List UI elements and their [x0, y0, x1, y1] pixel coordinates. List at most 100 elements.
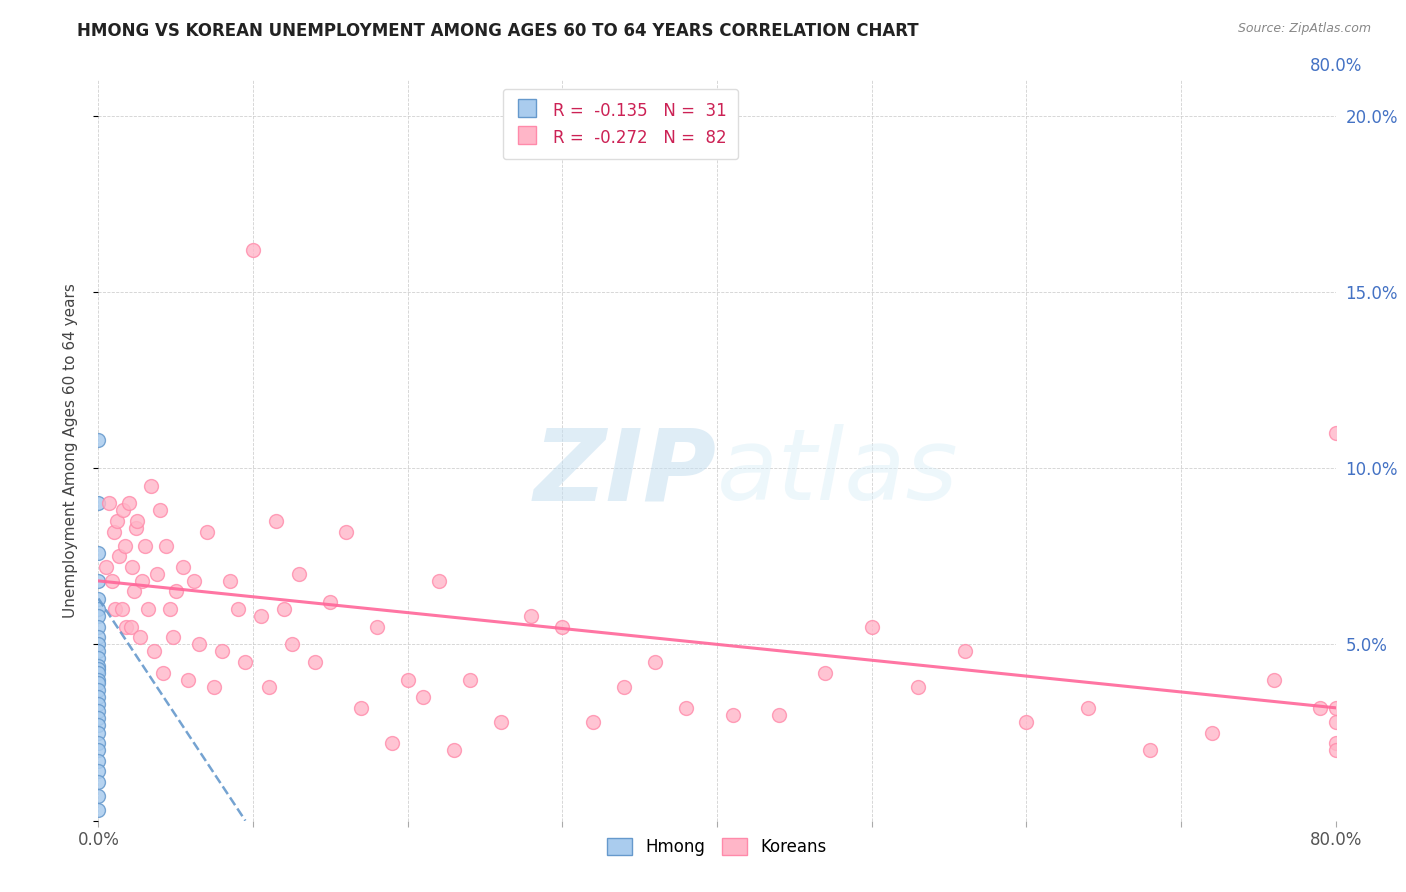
Point — [443, 743, 465, 757]
Point — [87, 743, 110, 757]
Point — [319, 595, 342, 609]
Point — [264, 514, 288, 528]
Point — [1324, 743, 1347, 757]
Point — [87, 718, 110, 732]
Point — [257, 680, 280, 694]
Point — [149, 503, 172, 517]
Point — [159, 602, 181, 616]
Point — [155, 539, 177, 553]
Point — [281, 637, 304, 651]
Point — [551, 620, 574, 634]
Point — [124, 521, 146, 535]
Point — [177, 673, 200, 687]
Point — [87, 803, 110, 817]
Point — [87, 665, 110, 680]
Point — [427, 574, 450, 588]
Point — [87, 683, 110, 698]
Point — [304, 655, 326, 669]
Point — [195, 524, 218, 539]
Point — [87, 662, 110, 676]
Point — [350, 701, 373, 715]
Y-axis label: Unemployment Among Ages 60 to 64 years: Unemployment Among Ages 60 to 64 years — [63, 283, 77, 618]
Point — [211, 644, 233, 658]
Point — [87, 736, 110, 750]
Point — [582, 714, 605, 729]
Point — [121, 559, 143, 574]
Point — [1324, 701, 1347, 715]
Point — [87, 704, 110, 718]
Point — [87, 676, 110, 690]
Point — [87, 602, 110, 616]
Point — [87, 725, 110, 739]
Point — [1324, 425, 1347, 440]
Text: ZIP: ZIP — [534, 425, 717, 521]
Legend: Hmong, Koreans: Hmong, Koreans — [599, 830, 835, 864]
Point — [172, 559, 194, 574]
Point — [644, 655, 666, 669]
Point — [165, 584, 187, 599]
Point — [412, 690, 434, 705]
Point — [120, 620, 142, 634]
Point — [907, 680, 929, 694]
Text: atlas: atlas — [717, 425, 959, 521]
Point — [219, 574, 242, 588]
Point — [87, 754, 110, 768]
Point — [118, 496, 141, 510]
Point — [162, 630, 184, 644]
Point — [520, 609, 543, 624]
Point — [87, 644, 110, 658]
Point — [112, 503, 135, 517]
Point — [87, 658, 110, 673]
Point — [104, 602, 127, 616]
Point — [273, 602, 295, 616]
Point — [87, 574, 110, 588]
Point — [721, 707, 744, 722]
Point — [87, 609, 110, 624]
Point — [1077, 701, 1099, 715]
Point — [288, 566, 311, 581]
Point — [107, 549, 129, 564]
Point — [860, 620, 883, 634]
Point — [250, 609, 273, 624]
Point — [87, 711, 110, 725]
Point — [87, 433, 110, 447]
Point — [814, 665, 837, 680]
Point — [87, 764, 110, 779]
Point — [87, 637, 110, 651]
Point — [87, 775, 110, 789]
Point — [381, 736, 404, 750]
Point — [87, 698, 110, 712]
Text: Source: ZipAtlas.com: Source: ZipAtlas.com — [1237, 22, 1371, 36]
Point — [1263, 673, 1285, 687]
Point — [87, 496, 110, 510]
Point — [87, 789, 110, 803]
Point — [139, 479, 162, 493]
Point — [105, 514, 128, 528]
Point — [489, 714, 512, 729]
Point — [103, 524, 125, 539]
Point — [87, 651, 110, 665]
Point — [1309, 701, 1331, 715]
Point — [366, 620, 388, 634]
Point — [96, 559, 118, 574]
Point — [152, 665, 174, 680]
Point — [1139, 743, 1161, 757]
Text: HMONG VS KOREAN UNEMPLOYMENT AMONG AGES 60 TO 64 YEARS CORRELATION CHART: HMONG VS KOREAN UNEMPLOYMENT AMONG AGES … — [77, 22, 920, 40]
Point — [1015, 714, 1038, 729]
Point — [143, 644, 166, 658]
Point — [131, 574, 153, 588]
Point — [134, 539, 156, 553]
Point — [87, 546, 110, 560]
Point — [953, 644, 976, 658]
Point — [613, 680, 636, 694]
Point — [98, 496, 121, 510]
Point — [136, 602, 159, 616]
Point — [115, 620, 138, 634]
Point — [204, 680, 226, 694]
Point — [87, 673, 110, 687]
Point — [127, 514, 149, 528]
Point — [188, 637, 211, 651]
Point — [233, 655, 257, 669]
Point — [87, 620, 110, 634]
Point — [122, 584, 145, 599]
